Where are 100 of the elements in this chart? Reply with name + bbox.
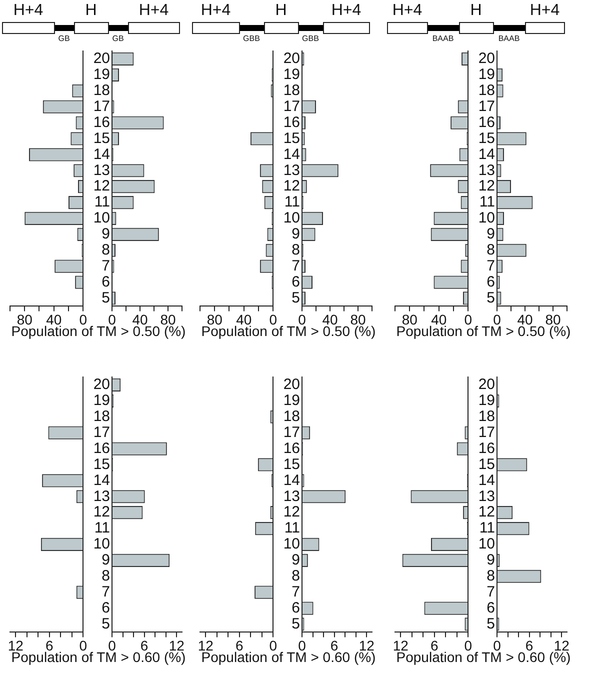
y-tick-label: 7 xyxy=(102,257,110,274)
x-tick-label: 0 xyxy=(493,311,502,328)
text: GB xyxy=(58,34,70,43)
x-tick-label: 40 xyxy=(517,311,533,328)
y-tick-label: 20 xyxy=(93,50,110,68)
y-tick-label: 7 xyxy=(486,583,495,600)
y-tick-label: 20 xyxy=(93,376,110,394)
y-tick-label: 19 xyxy=(478,66,495,84)
y-tick-label: 5 xyxy=(102,289,110,306)
y-tick-label: 8 xyxy=(102,568,110,585)
y-tick-label: 12 xyxy=(478,178,495,195)
y-tick-label: 15 xyxy=(478,456,495,473)
x-tick-label: 0 xyxy=(269,311,278,328)
y-tick-label: 16 xyxy=(283,440,300,457)
y-tick-label: 5 xyxy=(102,615,110,632)
y-tick-label: 18 xyxy=(478,82,495,100)
y-tick-label: 17 xyxy=(283,98,300,115)
y-tick-label: 13 xyxy=(283,162,300,179)
y-tick-label: 19 xyxy=(283,392,300,410)
y-tick-label: 12 xyxy=(478,504,495,521)
y-tick-label: 14 xyxy=(478,472,495,489)
y-tick-label: 19 xyxy=(93,392,110,410)
y-tick-label: 13 xyxy=(478,162,495,179)
text: H+4 xyxy=(392,2,422,20)
x-tick-label: 0 xyxy=(79,637,88,654)
x-tick-label: 0 xyxy=(464,311,472,328)
text: H xyxy=(85,2,97,20)
y-tick-label: 17 xyxy=(478,98,495,115)
y-tick-label: 6 xyxy=(102,273,110,290)
y-tick-label: 16 xyxy=(283,114,300,131)
x-tick-label: 6 xyxy=(430,637,438,654)
y-tick-label: 15 xyxy=(93,130,110,147)
y-tick-label: 11 xyxy=(479,194,495,211)
x-tick-label: 80 xyxy=(402,311,418,328)
text: BAAB xyxy=(498,34,520,43)
y-tick-label: 10 xyxy=(478,210,495,227)
y-tick-label: 16 xyxy=(93,440,110,457)
y-tick-label: 14 xyxy=(283,146,300,163)
x-tick-label: 0 xyxy=(269,637,278,654)
y-tick-label: 8 xyxy=(292,568,300,585)
y-tick-label: 6 xyxy=(486,273,495,290)
y-tick-label: 17 xyxy=(283,424,300,441)
text: H+4 xyxy=(530,2,560,20)
y-tick-label: 15 xyxy=(478,130,495,147)
y-tick-label: 11 xyxy=(94,520,110,537)
y-tick-label: 6 xyxy=(292,273,300,290)
text: H+4 xyxy=(138,2,169,20)
x-tick-label: 12 xyxy=(8,637,24,654)
x-tick-label: 6 xyxy=(235,637,244,654)
y-tick-label: 18 xyxy=(93,82,110,100)
y-tick-label: 13 xyxy=(93,488,110,505)
y-tick-label: 7 xyxy=(102,583,110,600)
y-tick-label: 13 xyxy=(93,162,110,179)
x-tick-label: 0 xyxy=(79,311,88,328)
y-tick-label: 9 xyxy=(486,226,495,243)
x-tick-label: 0 xyxy=(493,637,502,654)
y-tick-label: 7 xyxy=(292,583,300,600)
y-tick-label: 10 xyxy=(93,536,110,553)
y-tick-label: 18 xyxy=(93,408,110,426)
y-tick-label: 10 xyxy=(283,210,300,227)
x-tick-label: 0 xyxy=(298,637,306,654)
y-tick-label: 9 xyxy=(486,552,495,569)
y-tick-label: 6 xyxy=(102,599,110,616)
y-tick-label: 16 xyxy=(93,114,110,131)
y-tick-label: 13 xyxy=(283,488,300,505)
y-tick-label: 8 xyxy=(486,242,495,259)
y-tick-label: 15 xyxy=(283,130,300,147)
y-tick-label: 11 xyxy=(284,194,300,211)
y-tick-label: 10 xyxy=(478,536,495,553)
y-tick-label: 18 xyxy=(478,408,495,426)
text: H+4 xyxy=(200,2,231,20)
y-tick-label: 9 xyxy=(292,552,300,569)
x-tick-label: 80 xyxy=(16,311,33,328)
text: GBB xyxy=(243,34,260,43)
x-tick-label: 0 xyxy=(298,311,306,328)
x-tick-label: 6 xyxy=(525,637,534,654)
y-tick-label: 10 xyxy=(93,210,110,227)
y-tick-label: 6 xyxy=(292,599,300,616)
text: GBB xyxy=(302,34,319,43)
y-tick-label: 15 xyxy=(283,456,300,473)
x-tick-label: 12 xyxy=(198,637,214,654)
text: H+4 xyxy=(331,2,362,20)
y-tick-label: 5 xyxy=(486,615,495,632)
y-tick-label: 9 xyxy=(102,226,110,243)
x-tick-label: 0 xyxy=(108,311,116,328)
y-tick-label: 17 xyxy=(478,424,495,441)
y-tick-label: 7 xyxy=(486,257,495,274)
x-tick-label: 40 xyxy=(322,311,338,328)
x-tick-label: 6 xyxy=(330,637,338,654)
y-tick-label: 12 xyxy=(93,504,110,521)
x-tick-label: 6 xyxy=(140,637,148,654)
text: H+4 xyxy=(13,2,44,20)
text: H xyxy=(275,2,287,20)
text: H xyxy=(470,2,482,20)
x-tick-label: 40 xyxy=(132,311,148,328)
y-tick-label: 8 xyxy=(486,568,495,585)
x-tick-label: 12 xyxy=(392,637,409,654)
y-tick-label: 5 xyxy=(486,289,495,306)
x-tick-label: 6 xyxy=(45,637,54,654)
y-tick-label: 16 xyxy=(478,114,495,131)
